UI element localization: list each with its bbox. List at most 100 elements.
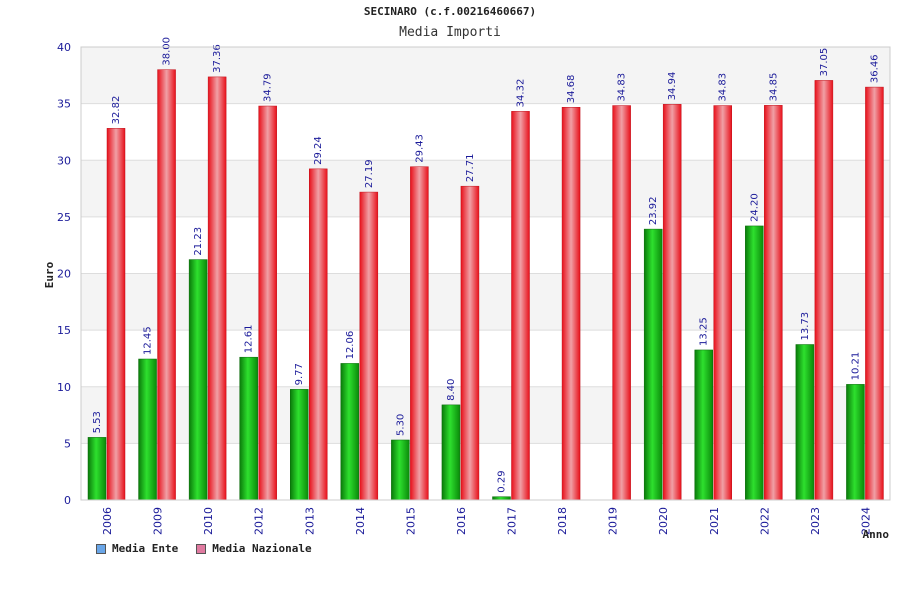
x-tick-label: 2009 bbox=[152, 507, 165, 535]
data-label-nazionale-2013: 29.24 bbox=[313, 136, 324, 165]
legend-label-media-nazionale: Media Nazionale bbox=[212, 542, 312, 555]
bar-ente-2021 bbox=[694, 349, 713, 501]
y-tick-label: 20 bbox=[57, 268, 71, 281]
data-label-nazionale-2017: 34.32 bbox=[516, 79, 527, 108]
plot-frame bbox=[80, 46, 891, 501]
x-tick-label: 2017 bbox=[506, 507, 519, 535]
y-tick-label: 35 bbox=[57, 98, 71, 111]
bar-nazionale-2021 bbox=[713, 105, 732, 501]
x-tick-label: 2015 bbox=[404, 507, 417, 535]
legend: Media Ente Media Nazionale bbox=[96, 542, 312, 555]
y-axis-label: Euro bbox=[43, 261, 56, 288]
legend-item-media-nazionale: Media Nazionale bbox=[196, 542, 312, 555]
x-tick-label: 2021 bbox=[708, 507, 721, 535]
legend-swatch-media-ente bbox=[96, 543, 106, 554]
bar-nazionale-2013 bbox=[309, 168, 328, 501]
data-label-ente-2022: 24.20 bbox=[749, 193, 760, 222]
x-tick-label: 2019 bbox=[607, 507, 620, 535]
y-tick-label: 15 bbox=[57, 324, 71, 337]
data-label-nazionale-2006: 32.82 bbox=[111, 96, 122, 125]
x-tick-label: 2020 bbox=[657, 507, 670, 535]
data-label-nazionale-2024: 36.46 bbox=[869, 54, 880, 83]
data-label-ente-2012: 12.61 bbox=[244, 325, 255, 354]
legend-swatch-media-nazionale bbox=[196, 543, 207, 554]
bar-nazionale-2024 bbox=[865, 86, 884, 501]
data-label-nazionale-2015: 29.43 bbox=[414, 134, 425, 163]
data-label-nazionale-2020: 34.94 bbox=[667, 72, 678, 101]
legend-label-media-ente: Media Ente bbox=[112, 542, 179, 555]
bar-nazionale-2014 bbox=[359, 191, 379, 501]
data-label-ente-2020: 23.92 bbox=[648, 196, 659, 225]
bar-nazionale-2009 bbox=[157, 69, 176, 501]
x-tick-label: 2010 bbox=[202, 507, 215, 535]
data-label-ente-2009: 12.45 bbox=[143, 326, 154, 355]
data-label-nazionale-2016: 27.71 bbox=[465, 154, 476, 183]
data-label-ente-2006: 5.53 bbox=[92, 411, 103, 433]
data-label-ente-2024: 10.21 bbox=[850, 352, 861, 381]
data-label-nazionale-2019: 34.83 bbox=[617, 73, 628, 102]
data-label-nazionale-2014: 27.19 bbox=[364, 159, 375, 188]
bar-nazionale-2019 bbox=[612, 105, 631, 501]
data-label-nazionale-2022: 34.85 bbox=[768, 73, 779, 102]
bar-ente-2024 bbox=[846, 384, 865, 501]
bar-nazionale-2022 bbox=[764, 105, 783, 501]
bar-ente-2023 bbox=[795, 344, 815, 501]
data-labels: 5.53 32.82 12.45 38.00 21.23 37.36 12.61 34.79 9… bbox=[92, 37, 880, 493]
data-label-ente-2017: 0.29 bbox=[497, 470, 508, 492]
data-label-ente-2014: 12.06 bbox=[345, 331, 356, 360]
data-label-ente-2021: 13.25 bbox=[699, 317, 710, 346]
bar-ente-2022 bbox=[745, 225, 764, 501]
bar-nazionale-2015 bbox=[410, 166, 429, 501]
y-tick-label: 5 bbox=[64, 437, 71, 450]
chart-subtitle: Media Importi bbox=[399, 25, 501, 40]
bar-ente-2015 bbox=[391, 439, 410, 501]
data-label-ente-2013: 9.77 bbox=[294, 363, 305, 385]
x-tick-label: 2024 bbox=[859, 507, 872, 535]
x-tick-label: 2012 bbox=[253, 507, 266, 535]
x-tick-label: 2022 bbox=[758, 507, 771, 535]
data-label-ente-2023: 13.73 bbox=[800, 312, 811, 341]
data-label-ente-2015: 5.30 bbox=[395, 414, 406, 436]
bar-ente-2020 bbox=[643, 228, 663, 501]
bar-nazionale-2018 bbox=[561, 106, 581, 501]
y-tick-label: 25 bbox=[57, 211, 71, 224]
x-tick-label: 2018 bbox=[556, 507, 569, 535]
chart-title: SECINARO (c.f.00216460667) bbox=[363, 5, 537, 18]
bars bbox=[87, 69, 884, 501]
x-tick-label: 2006 bbox=[101, 507, 114, 535]
y-tick-label: 0 bbox=[64, 494, 71, 507]
x-tick-label: 2013 bbox=[303, 507, 316, 535]
axes: 0 5 10 15 20 25 30 35 40 2006 2009 2010 2012 2013 2014… bbox=[57, 41, 891, 535]
x-axis-label: Anno bbox=[863, 528, 890, 541]
bar-ente-2009 bbox=[138, 358, 157, 501]
data-label-nazionale-2009: 38.00 bbox=[162, 37, 173, 66]
data-label-ente-2010: 21.23 bbox=[193, 227, 204, 256]
y-tick-label: 10 bbox=[57, 381, 71, 394]
bar-ente-2014 bbox=[340, 363, 360, 501]
y-tick-label: 40 bbox=[57, 41, 71, 54]
data-label-nazionale-2023: 37.05 bbox=[819, 48, 830, 77]
legend-item-media-ente: Media Ente bbox=[96, 542, 178, 555]
x-tick-label: 2023 bbox=[809, 507, 822, 535]
data-label-nazionale-2021: 34.83 bbox=[718, 73, 729, 102]
data-label-nazionale-2012: 34.79 bbox=[263, 73, 274, 102]
bar-ente-2016 bbox=[441, 404, 461, 501]
x-tick-label: 2016 bbox=[455, 507, 468, 535]
y-tick-label: 30 bbox=[57, 154, 71, 167]
bar-nazionale-2020 bbox=[662, 104, 682, 501]
x-tick-label: 2014 bbox=[354, 507, 367, 535]
data-label-nazionale-2010: 37.36 bbox=[212, 44, 223, 73]
bar-nazionale-2012 bbox=[258, 105, 277, 501]
bar-nazionale-2006 bbox=[106, 128, 126, 501]
bar-ente-2013 bbox=[290, 389, 309, 501]
bar-nazionale-2010 bbox=[207, 76, 227, 501]
bar-ente-2006 bbox=[87, 437, 107, 501]
bar-ente-2012 bbox=[239, 356, 258, 501]
data-label-ente-2016: 8.40 bbox=[446, 379, 457, 401]
bar-nazionale-2016 bbox=[460, 185, 480, 501]
bar-nazionale-2017 bbox=[511, 111, 530, 501]
bar-nazionale-2023 bbox=[814, 80, 834, 501]
bar-ente-2010 bbox=[188, 259, 208, 501]
data-label-nazionale-2018: 34.68 bbox=[566, 75, 577, 104]
